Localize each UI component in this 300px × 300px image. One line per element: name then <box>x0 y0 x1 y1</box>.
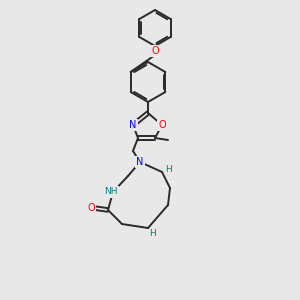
Text: N: N <box>136 157 144 167</box>
Text: O: O <box>151 46 159 56</box>
Text: H: H <box>166 164 172 173</box>
Text: O: O <box>87 203 95 213</box>
Text: NH: NH <box>104 188 118 196</box>
Text: O: O <box>158 120 166 130</box>
Text: H: H <box>150 230 156 238</box>
Text: N: N <box>129 120 137 130</box>
